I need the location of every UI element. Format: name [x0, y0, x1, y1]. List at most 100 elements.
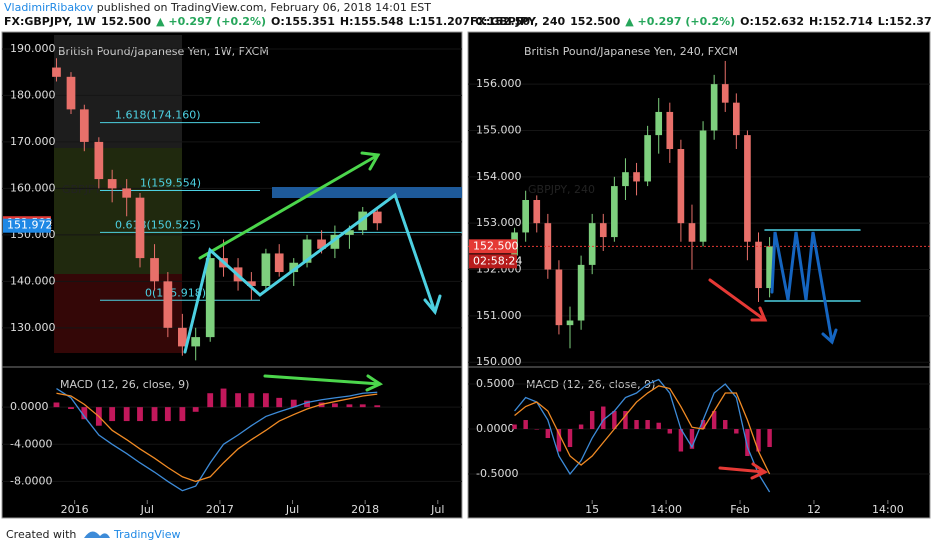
macd-hist [634, 420, 639, 430]
symbol-header: FX:GBPJPY, 240 152.500 ▲ +0.297 (+0.2%) O:1… [470, 15, 932, 28]
fib-label: 0(135.918) [145, 286, 206, 299]
macd-hist [137, 407, 143, 422]
countdown-label: 02:58:24 [473, 254, 522, 267]
chart-title: British Pound/Japanese Yen, 240, FXCM [524, 45, 738, 58]
candle-body [744, 135, 751, 242]
author[interactable]: VladimirRibakov [4, 1, 94, 14]
y-tick-label: 150.000 [476, 355, 522, 368]
arrow-head [750, 462, 769, 480]
price-tag-label: 152.500 [473, 239, 519, 252]
y-tick-label: 151.000 [476, 309, 522, 322]
header-h: H:152.714 [809, 15, 873, 28]
macd-hist [179, 407, 186, 422]
candle-body [633, 172, 640, 182]
macd-label: MACD (12, 26, close, 9) [60, 378, 189, 391]
x-tick-label: 2018 [351, 503, 379, 516]
candle-body [372, 211, 382, 224]
candle-body [588, 223, 596, 265]
price-tag [469, 239, 517, 254]
candle-body [555, 269, 563, 326]
y-tick-label: 170.000 [10, 135, 56, 148]
header-change: ▲ +0.297 (+0.2%) [625, 15, 735, 28]
footer-brand[interactable]: TradingView [113, 528, 180, 541]
fib-label: 1(159.554) [140, 176, 201, 189]
chart-title: British Pound/Japanese Yen, 1W, FXCM [58, 45, 269, 58]
candle-body [52, 67, 61, 77]
header-c: C:152.50 [475, 15, 530, 28]
x-tick-label: 14:00 [650, 503, 682, 516]
macd-hist [262, 393, 269, 408]
fib-zone [54, 148, 182, 274]
candle-body [622, 172, 629, 187]
macd-hist [756, 429, 761, 452]
symbol-header: FX:GBPJPY, 1W 152.500 ▲ +0.297 (+0.2%) O:15… [4, 15, 530, 28]
candle-body [721, 84, 729, 103]
arrow-head [365, 374, 384, 392]
candle-body [733, 102, 740, 136]
trend-arrow [263, 374, 382, 386]
macd-hist [68, 407, 74, 409]
candle-body [699, 130, 707, 242]
macd-line [514, 385, 771, 475]
red-arrow [718, 466, 767, 474]
macd-hist [192, 407, 199, 412]
y-tick-label: 180.000 [10, 88, 56, 101]
candle-body [666, 111, 674, 150]
header-symbol: FX:GBPJPY, 1W [4, 15, 96, 28]
y-tick-label: 154.000 [476, 170, 522, 183]
candle-body [522, 200, 529, 233]
candle-body [66, 76, 76, 110]
x-tick-label: 14:00 [872, 503, 904, 516]
macd-line [56, 392, 378, 483]
candle-body [644, 135, 651, 182]
macd-hist [109, 407, 116, 422]
x-tick-label: 2016 [61, 503, 89, 516]
macd-hist [346, 404, 353, 408]
candle-body [710, 84, 718, 131]
header-o: O:152.632 [740, 15, 804, 28]
trend-arrow [198, 153, 380, 260]
countdown-tag [469, 254, 517, 269]
candle-body [261, 253, 271, 286]
macd-hist [656, 422, 661, 430]
panel-border [1, 31, 463, 519]
candle-body [330, 234, 340, 249]
candle-body [205, 258, 215, 338]
macd-hist [667, 429, 673, 434]
macd-hist [678, 429, 684, 452]
macd-hist [545, 429, 551, 439]
candle-body [289, 262, 299, 273]
candle-body [566, 320, 574, 326]
x-tick-label: Jul [430, 503, 444, 516]
macd-hist [53, 402, 60, 408]
candle-body [345, 230, 354, 235]
drawings [183, 151, 861, 480]
macd-hist [578, 424, 584, 430]
macd-hist [276, 397, 283, 408]
header-l: L:152.377 [878, 15, 932, 28]
macd-hist [374, 405, 381, 408]
candle-body [544, 223, 552, 270]
candle-body [688, 223, 696, 242]
macd-hist [207, 393, 214, 408]
price-tag-label: 151.972 [7, 219, 53, 232]
y-tick-label: -8.0000 [10, 474, 52, 487]
footer-created: Created with [6, 528, 76, 541]
macd-hist [534, 429, 539, 430]
arrow-head [750, 306, 768, 322]
candle-body [274, 253, 284, 273]
fib-zone [54, 274, 182, 353]
macd-hist [220, 388, 227, 408]
macd-hist [612, 411, 617, 430]
candle-body [135, 197, 145, 259]
y-tick-label: 130.000 [10, 321, 56, 334]
candle-body [358, 211, 368, 231]
y-tick-label: 153.000 [476, 216, 522, 229]
header-change: ▲ +0.297 (+0.2%) [156, 15, 266, 28]
candle-body [317, 239, 326, 249]
red-arrow [708, 278, 767, 322]
macd-hist [589, 411, 595, 430]
fib-label: 0.618(150.525) [115, 218, 201, 231]
candle-body [655, 111, 663, 136]
x-tick-label: 12 [807, 503, 821, 516]
